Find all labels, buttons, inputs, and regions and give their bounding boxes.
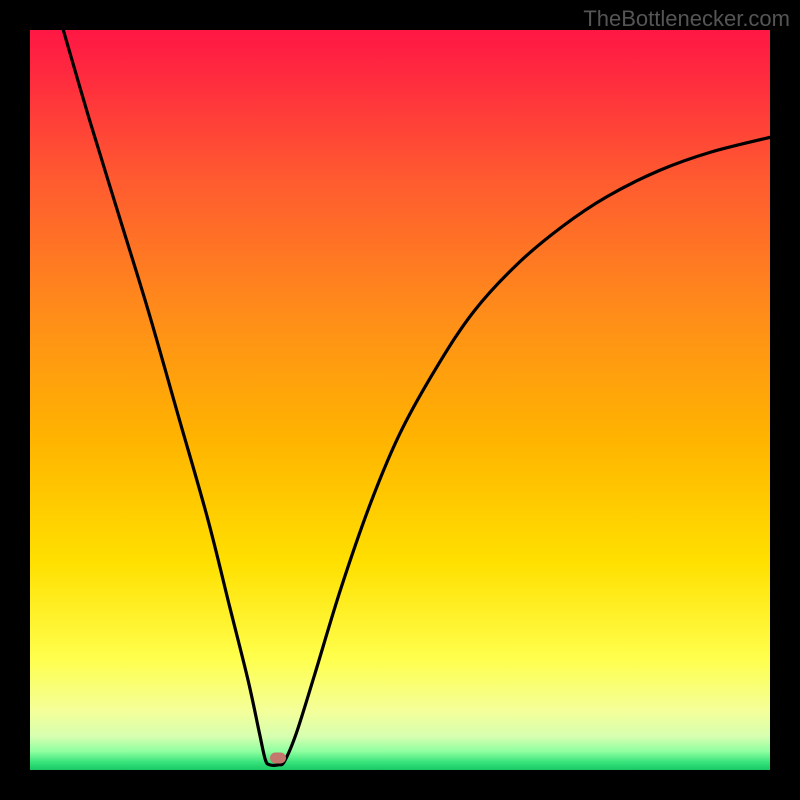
gradient-background — [30, 30, 770, 770]
plot-area — [30, 30, 770, 770]
watermark-text: TheBottlenecker.com — [583, 6, 790, 32]
chart-frame: TheBottlenecker.com — [0, 0, 800, 800]
optimum-marker — [270, 753, 286, 764]
bottleneck-curve — [30, 30, 770, 770]
